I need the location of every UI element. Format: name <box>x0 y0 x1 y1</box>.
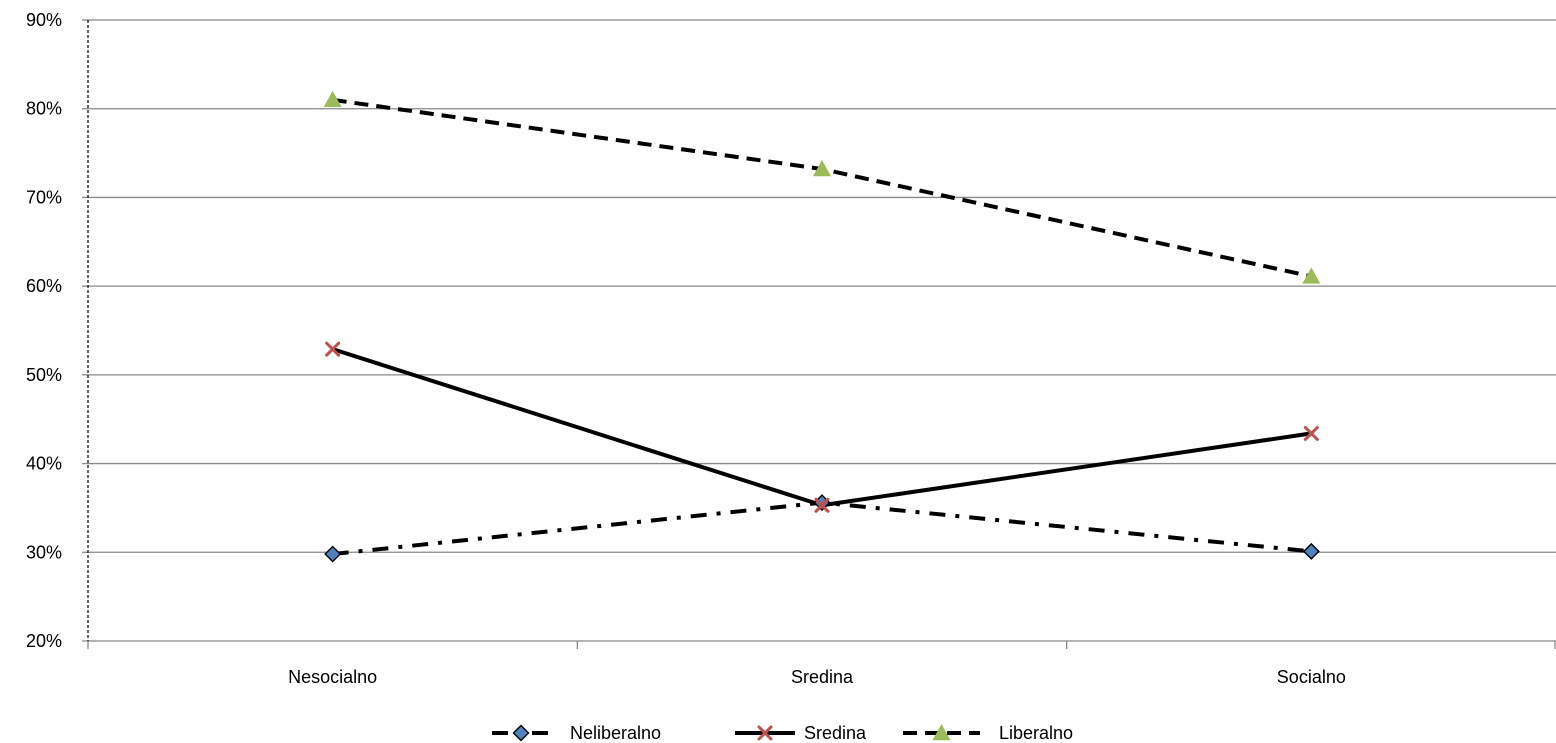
y-tick-labels: 20% 30% 40% 50% 60% 70% 80% 90% <box>26 10 62 651</box>
legend-label: Neliberalno <box>570 723 661 743</box>
legend-marker-liberalno <box>932 724 951 741</box>
gridlines <box>88 19 1556 642</box>
legend-label: Liberalno <box>999 723 1073 743</box>
data-point-liberalno <box>1302 267 1321 284</box>
axes <box>82 19 1556 649</box>
data-point-sredina <box>814 497 830 513</box>
data-point-neliberalno <box>1302 542 1320 560</box>
y-tick-label: 90% <box>26 10 62 30</box>
x-tick-label: Nesocialno <box>288 667 377 687</box>
data-point-neliberalno <box>324 545 342 563</box>
series-markers <box>323 90 1321 563</box>
y-tick-label: 40% <box>26 454 62 474</box>
data-point-neliberalno <box>813 494 831 512</box>
legend: Neliberalno Sredina Liberalno <box>492 723 1073 743</box>
legend-label: Sredina <box>804 723 867 743</box>
y-tick-label: 80% <box>26 99 62 119</box>
data-point-sredina <box>1303 425 1319 441</box>
data-point-liberalno <box>813 160 831 177</box>
marker-stroke <box>1303 425 1319 441</box>
y-tick-label: 60% <box>26 276 62 296</box>
series-line-liberalno <box>332 97 1312 279</box>
y-tick-label: 30% <box>26 542 62 562</box>
y-tick-label: 70% <box>26 187 62 207</box>
marker-stroke <box>757 725 773 741</box>
data-point-liberalno <box>323 90 342 108</box>
x-tick-labels: Nesocialno Sredina Socialno <box>288 667 1346 687</box>
legend-marker-sredina <box>757 725 773 741</box>
y-tick-label: 50% <box>26 365 62 385</box>
x-tick-label: Socialno <box>1277 667 1346 687</box>
marker-stroke <box>814 497 830 513</box>
x-tick-label: Sredina <box>791 667 854 687</box>
legend-marker-neliberalno <box>512 724 530 742</box>
series-line-sredina <box>332 347 1312 508</box>
data-point-sredina <box>325 341 341 357</box>
y-tick-label: 20% <box>26 631 62 651</box>
marker-stroke <box>325 341 341 357</box>
